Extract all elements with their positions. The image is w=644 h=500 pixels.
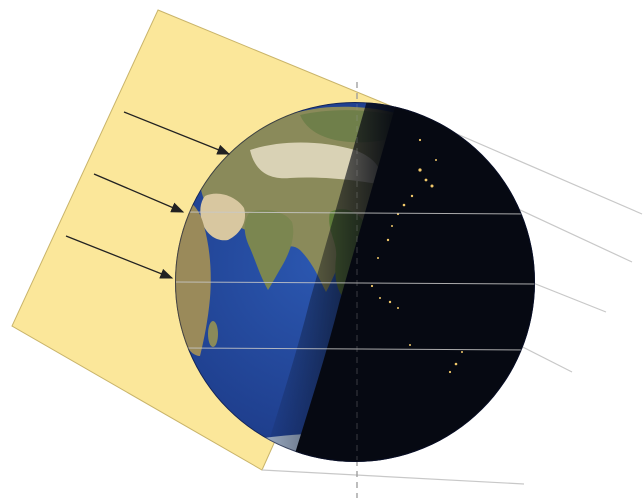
latitude-line-1	[179, 211, 535, 215]
latitude-lines	[175, 211, 535, 351]
landmass-africa	[175, 199, 211, 356]
landmass-india	[244, 210, 294, 290]
sun-rays	[65, 111, 231, 279]
light-guide-5	[261, 469, 525, 485]
night-side	[290, 102, 535, 462]
earth-globe	[175, 102, 535, 462]
latitude-line-3	[183, 347, 535, 351]
sun-ray-arrow-1	[123, 111, 231, 155]
sun-ray-arrow-3	[65, 235, 174, 279]
latitude-line-2	[175, 281, 535, 285]
landmass-madagascar	[208, 321, 218, 347]
sun-ray-arrow-2	[93, 173, 185, 213]
terminator-gradient	[260, 102, 401, 462]
landmass-arabia	[200, 193, 246, 241]
